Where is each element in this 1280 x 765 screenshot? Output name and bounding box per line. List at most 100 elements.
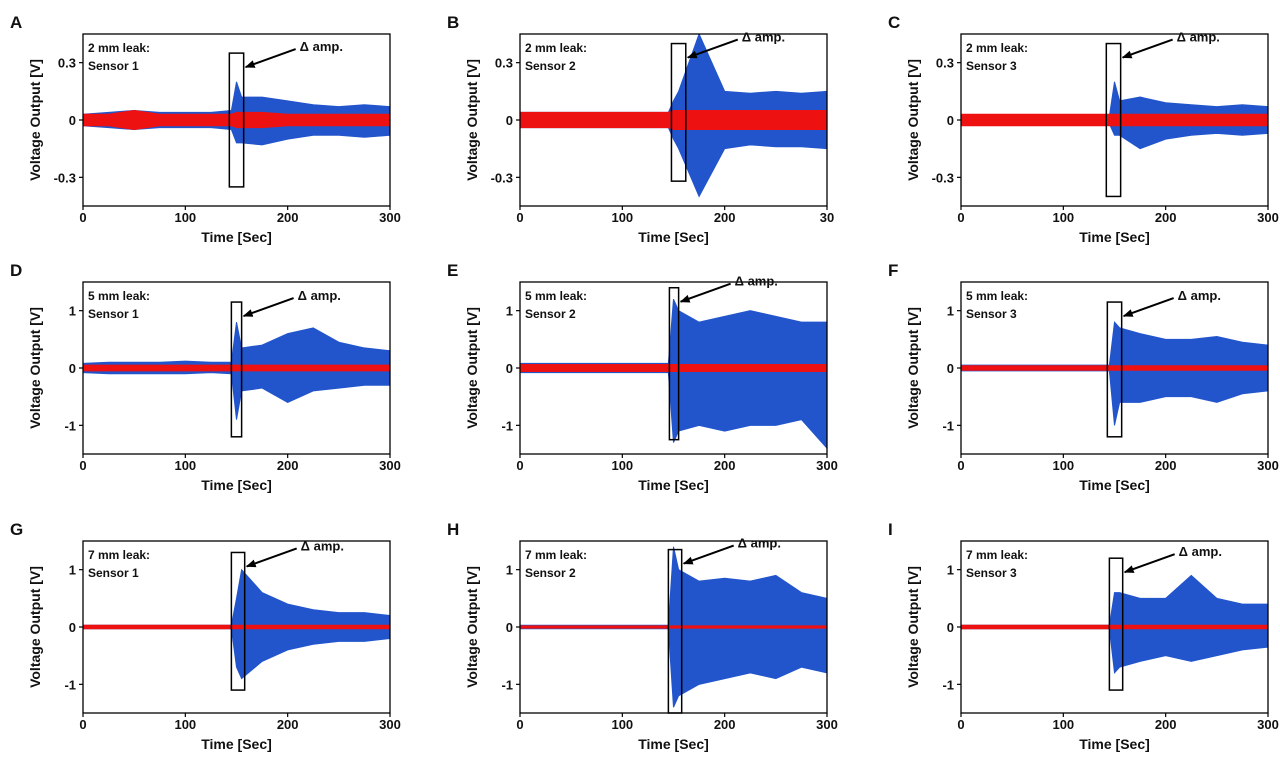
y-tick-label: 0: [506, 361, 513, 376]
y-axis-label: Voltage Output [V]: [27, 566, 43, 688]
sensor-label: Sensor 2: [525, 307, 576, 321]
y-tick-label: -1: [501, 418, 513, 433]
leak-label: 7 mm leak:: [966, 548, 1028, 562]
y-tick-label: 1: [69, 563, 76, 578]
arrow: [245, 547, 298, 568]
sensor-label: Sensor 2: [525, 59, 576, 73]
signal-band: [961, 113, 1268, 127]
sensor-label: Sensor 2: [525, 566, 576, 580]
x-tick-label: 300: [1257, 210, 1279, 225]
highlight-box: [667, 548, 683, 714]
x-tick-label: 0: [79, 458, 86, 473]
panel-letter: H: [447, 520, 459, 539]
y-tick-label: 0: [506, 113, 513, 128]
x-tick-label: 0: [79, 717, 86, 732]
x-axis-label: Time [Sec]: [201, 736, 272, 752]
x-tick-label: 100: [611, 717, 633, 732]
x-axis-label: Time [Sec]: [201, 477, 272, 493]
x-axis-label: Time [Sec]: [1079, 736, 1150, 752]
y-tick-label: 1: [506, 563, 513, 578]
panel: 1 0 -1 0 100 200 300 Time [Sec] Voltage Output […: [888, 261, 1279, 493]
panel-letter: G: [10, 520, 23, 539]
x-axis-label: Time [Sec]: [1079, 229, 1150, 245]
arrow-label: Δ amp.: [301, 538, 344, 553]
y-tick-label: -0.3: [932, 170, 954, 185]
signal-band: [83, 568, 390, 680]
panel: 1 0 -1 0 100 200 300 Time [Sec] Voltage Output […: [10, 261, 401, 493]
x-tick-label: 200: [1155, 458, 1177, 473]
x-tick-label: 0: [957, 717, 964, 732]
y-tick-label: -1: [942, 677, 954, 692]
x-axis-label: Time [Sec]: [638, 229, 709, 245]
panel: 1 0 -1 0 100 200 300 Time [Sec] Voltage Output […: [888, 520, 1279, 752]
arrow-label: Δ amp.: [300, 39, 343, 54]
signal-band: [520, 109, 827, 131]
leak-label: 2 mm leak:: [525, 41, 587, 55]
sensor-label: Sensor 3: [966, 566, 1017, 580]
x-tick-label: 300: [1257, 458, 1279, 473]
panel: 0.3 0 -0.3 0 100 200 30 Time [Sec] Voltage Outpu…: [447, 13, 834, 245]
x-tick-label: 0: [516, 458, 523, 473]
arrow: [679, 282, 731, 303]
panel: 1 0 -1 0 100 200 300 Time [Sec] Voltage Output […: [447, 520, 838, 752]
highlight-box: [230, 551, 246, 691]
sensor-label: Sensor 1: [88, 59, 139, 73]
x-tick-label: 100: [174, 210, 196, 225]
arrow: [242, 297, 294, 318]
arrow-label: Δ amp.: [1178, 288, 1221, 303]
x-tick-label: 300: [816, 458, 838, 473]
panel-letter: C: [888, 13, 900, 32]
y-tick-label: -0.3: [491, 170, 513, 185]
y-axis-label: Voltage Output [V]: [464, 307, 480, 429]
y-axis-label: Voltage Output [V]: [27, 59, 43, 181]
leak-label: 7 mm leak:: [525, 548, 587, 562]
x-axis-label: Time [Sec]: [1079, 477, 1150, 493]
highlight-box: [1106, 301, 1123, 438]
arrow: [686, 38, 739, 59]
y-tick-label: 0: [506, 620, 513, 635]
highlight-box: [668, 286, 680, 441]
y-tick-label: 0: [69, 113, 76, 128]
leak-label: 5 mm leak:: [966, 289, 1028, 303]
arrow-label: Δ amp.: [742, 30, 785, 45]
x-tick-label: 100: [174, 458, 196, 473]
x-tick-label: 0: [957, 458, 964, 473]
sensor-label: Sensor 3: [966, 307, 1017, 321]
signal-band: [961, 320, 1268, 426]
signal-band: [83, 364, 390, 372]
x-axis-label: Time [Sec]: [638, 477, 709, 493]
highlight-box: [1108, 557, 1124, 691]
leak-label: 5 mm leak:: [525, 289, 587, 303]
x-tick-label: 0: [79, 210, 86, 225]
highlight-box: [1105, 42, 1122, 198]
sensor-label: Sensor 3: [966, 59, 1017, 73]
x-tick-label: 100: [611, 210, 633, 225]
y-tick-label: -1: [64, 677, 76, 692]
x-axis-label: Time [Sec]: [638, 736, 709, 752]
y-tick-label: 1: [947, 304, 954, 319]
arrow: [1122, 297, 1175, 318]
x-tick-label: 200: [1155, 717, 1177, 732]
leak-label: 2 mm leak:: [88, 41, 150, 55]
y-tick-label: 0.3: [495, 56, 513, 71]
panel-letter: F: [888, 261, 898, 280]
x-tick-label: 100: [611, 458, 633, 473]
panel-letter: B: [447, 13, 459, 32]
y-axis-label: Voltage Output [V]: [27, 307, 43, 429]
x-tick-label: 100: [1052, 717, 1074, 732]
arrow-label: Δ amp.: [1177, 30, 1220, 45]
signal-band: [83, 624, 390, 630]
x-tick-label: 200: [714, 458, 736, 473]
y-tick-label: 0.3: [58, 56, 76, 71]
x-tick-label: 300: [1257, 717, 1279, 732]
y-tick-label: -1: [942, 418, 954, 433]
panel-letter: I: [888, 520, 893, 539]
panel-letter: E: [447, 261, 458, 280]
x-tick-label: 300: [379, 458, 401, 473]
highlight-box: [230, 301, 243, 438]
y-axis-label: Voltage Output [V]: [905, 566, 921, 688]
x-tick-label: 100: [1052, 458, 1074, 473]
y-tick-label: 1: [506, 304, 513, 319]
panel-letter: D: [10, 261, 22, 280]
y-axis-label: Voltage Output [V]: [464, 59, 480, 181]
